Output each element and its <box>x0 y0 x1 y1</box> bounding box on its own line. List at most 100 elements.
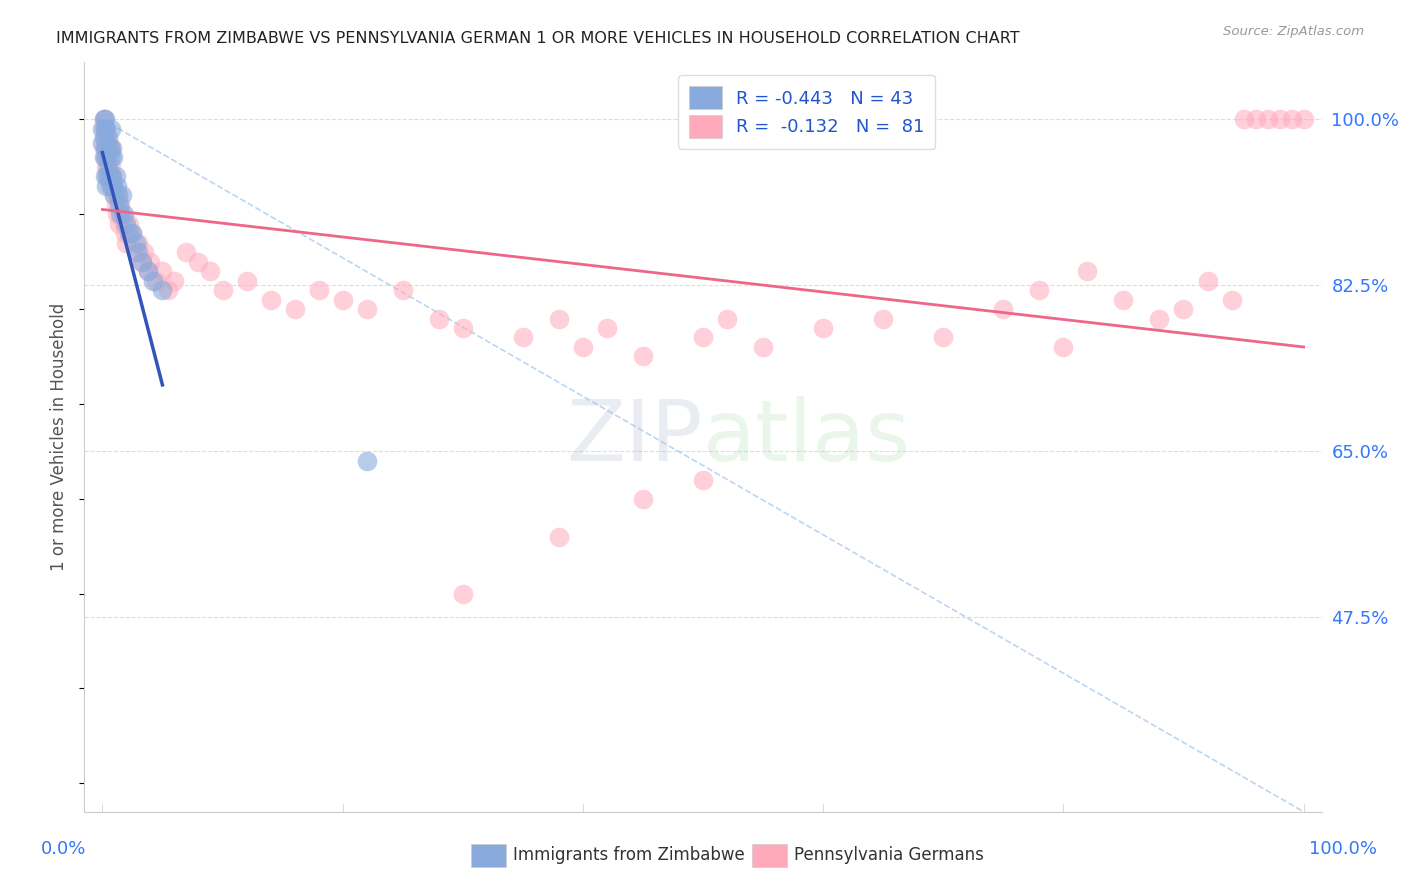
Point <box>100 150 122 164</box>
Point <box>1076 264 1098 278</box>
Legend: R = -0.443   N = 43, R =  -0.132   N =  81: R = -0.443 N = 43, R = -0.132 N = 81 <box>678 75 935 149</box>
Point <box>1112 293 1135 307</box>
Point <box>98 169 121 184</box>
Point <box>97 131 120 145</box>
Point <box>94 131 117 145</box>
Point <box>872 311 894 326</box>
Point <box>127 235 149 250</box>
Point <box>114 226 136 240</box>
Point <box>93 131 115 145</box>
Point <box>97 169 120 184</box>
Point <box>993 301 1015 316</box>
Point <box>631 350 654 364</box>
Point <box>125 235 148 250</box>
Point <box>103 188 125 202</box>
Point <box>134 245 156 260</box>
Point <box>356 454 378 468</box>
Point <box>572 340 595 354</box>
Text: atlas: atlas <box>703 395 911 479</box>
Point <box>115 217 138 231</box>
Point <box>96 131 118 145</box>
Point <box>932 330 955 344</box>
Point <box>107 188 129 202</box>
Point <box>93 121 115 136</box>
Point <box>118 217 141 231</box>
Point <box>1028 283 1050 297</box>
Point <box>145 274 167 288</box>
Point <box>1149 311 1171 326</box>
Point <box>96 169 118 184</box>
Point <box>101 169 124 184</box>
Point <box>104 197 127 211</box>
Point <box>356 301 378 316</box>
Point <box>692 473 714 487</box>
Point <box>94 178 117 193</box>
Point <box>100 141 122 155</box>
Point <box>101 141 124 155</box>
Point <box>107 188 129 202</box>
Point <box>451 321 474 335</box>
Point <box>136 264 159 278</box>
Point <box>259 293 281 307</box>
Point <box>692 330 714 344</box>
Point <box>211 283 233 297</box>
Point <box>121 226 143 240</box>
Point <box>131 254 153 268</box>
Text: Source: ZipAtlas.com: Source: ZipAtlas.com <box>1223 25 1364 38</box>
Point <box>91 121 114 136</box>
Y-axis label: 1 or more Vehicles in Household: 1 or more Vehicles in Household <box>51 303 69 571</box>
Text: 100.0%: 100.0% <box>1309 840 1376 858</box>
Point <box>308 283 330 297</box>
Point <box>100 160 122 174</box>
Point <box>284 301 307 316</box>
Point <box>98 178 121 193</box>
Point <box>187 254 209 268</box>
Point <box>139 254 162 268</box>
Point <box>110 207 132 221</box>
Point <box>93 112 115 127</box>
Point <box>136 264 159 278</box>
Point <box>98 141 121 155</box>
Point <box>547 530 569 544</box>
Point <box>115 235 138 250</box>
Point <box>112 217 135 231</box>
Point <box>104 169 127 184</box>
Point <box>96 141 118 155</box>
Point <box>1197 274 1219 288</box>
Point <box>108 197 131 211</box>
Point <box>1220 293 1243 307</box>
Point <box>118 226 141 240</box>
FancyBboxPatch shape <box>471 844 506 867</box>
Point <box>811 321 834 335</box>
Point <box>103 188 125 202</box>
Point <box>103 150 125 164</box>
Point <box>94 141 117 155</box>
Point <box>108 217 131 231</box>
Point <box>94 141 117 155</box>
Point <box>142 274 165 288</box>
Point <box>101 169 124 184</box>
Point <box>152 283 174 297</box>
Point <box>1257 112 1279 127</box>
Point <box>100 121 122 136</box>
Point <box>1244 112 1267 127</box>
Point <box>200 264 222 278</box>
Point <box>110 197 132 211</box>
Point <box>235 274 257 288</box>
FancyBboxPatch shape <box>752 844 787 867</box>
Point <box>131 254 153 268</box>
Point <box>94 121 117 136</box>
Point <box>93 150 115 164</box>
Point <box>94 169 117 184</box>
Point <box>91 136 114 150</box>
Point <box>103 178 125 193</box>
Point <box>596 321 619 335</box>
Point <box>105 178 128 193</box>
Point <box>93 112 115 127</box>
Point <box>96 150 118 164</box>
Point <box>100 178 122 193</box>
Point <box>94 121 117 136</box>
Point <box>752 340 775 354</box>
Point <box>97 150 120 164</box>
Point <box>332 293 354 307</box>
